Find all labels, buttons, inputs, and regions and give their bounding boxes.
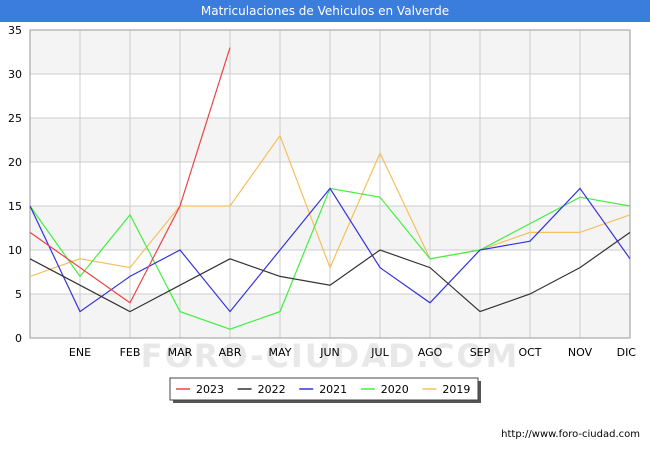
x-tick-label: NOV	[568, 346, 593, 359]
y-tick-label: 0	[15, 332, 22, 345]
x-tick-label: MAR	[168, 346, 193, 359]
source-url: http://www.foro-ciudad.com	[501, 429, 640, 440]
series-line-2019	[29, 134, 631, 277]
chart-title: Matriculaciones de Vehiculos en Valverde	[0, 0, 650, 22]
legend: 2023 2022 2021 2020 2019	[169, 377, 481, 403]
plot-frame	[29, 29, 631, 339]
y-tick-label: 10	[8, 244, 22, 257]
x-tick-label: AGO	[418, 346, 443, 359]
legend-label-2022: 2022	[258, 383, 286, 396]
x-tick-label: JUN	[319, 346, 340, 359]
series-line-2023	[29, 47, 231, 304]
y-tick-label: 35	[8, 24, 22, 37]
series-lines	[29, 47, 631, 330]
y-tick-label: 30	[8, 68, 22, 81]
watermark: FORO-CIUDAD.COM	[141, 337, 520, 375]
legend-box	[169, 377, 479, 401]
legend-label-2020: 2020	[381, 383, 409, 396]
x-tick-label: OCT	[518, 346, 541, 359]
grid-lines	[30, 29, 630, 339]
y-tick-label: 15	[8, 200, 22, 213]
y-tick-label: 5	[15, 288, 22, 301]
x-tick-label: JUL	[370, 346, 389, 359]
x-tick-label: SEP	[470, 346, 491, 359]
x-tick-label: MAY	[269, 346, 292, 359]
y-tick-label: 25	[8, 112, 22, 125]
x-tick-label: ENE	[69, 346, 91, 359]
x-tick-label: DIC	[617, 346, 637, 359]
y-tick-label: 20	[8, 156, 22, 169]
legend-label-2019: 2019	[442, 383, 470, 396]
x-tick-label: ABR	[219, 346, 242, 359]
y-tick-labels: 0 5 10 15 20 25 30 35	[8, 24, 22, 345]
x-tick-label: FEB	[120, 346, 141, 359]
series-line-2022	[29, 231, 631, 313]
legend-label-2023: 2023	[196, 383, 224, 396]
series-line-2021	[29, 187, 631, 313]
x-tick-labels: ENE FEB MAR ABR MAY JUN JUL AGO SEP OCT NOV DIC	[69, 346, 636, 359]
legend-label-2021: 2021	[319, 383, 347, 396]
